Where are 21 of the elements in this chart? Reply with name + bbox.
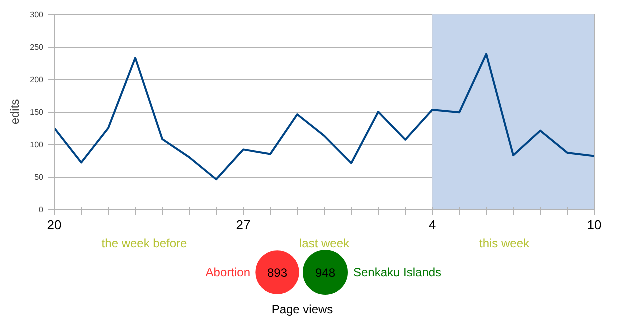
x-tick-label: 20 [47,218,62,232]
category-label: Senkaku Islands [354,266,442,280]
y-tick-label: 100 [30,140,44,150]
y-tick-label: 50 [34,173,44,182]
category-label: Abortion [206,266,251,280]
x-tick-label: 4 [428,218,436,232]
y-tick-label: 150 [30,108,44,117]
y-tick-label: 200 [30,76,44,84]
data-label: 893 [267,266,288,280]
x-tick-label: 27 [236,218,251,232]
line-series [54,53,594,181]
data-label: 948 [315,266,336,280]
text: last week [299,236,351,250]
text: this week [479,236,531,250]
x-tick-label: 10 [587,218,602,232]
text: the week before [102,236,188,250]
y-tick-label: 250 [30,43,44,52]
y-tick-label: 300 [30,10,44,20]
text: Page views [272,302,334,316]
y-tick-label: 0 [39,206,44,214]
y-axis-title: edits [8,99,22,125]
